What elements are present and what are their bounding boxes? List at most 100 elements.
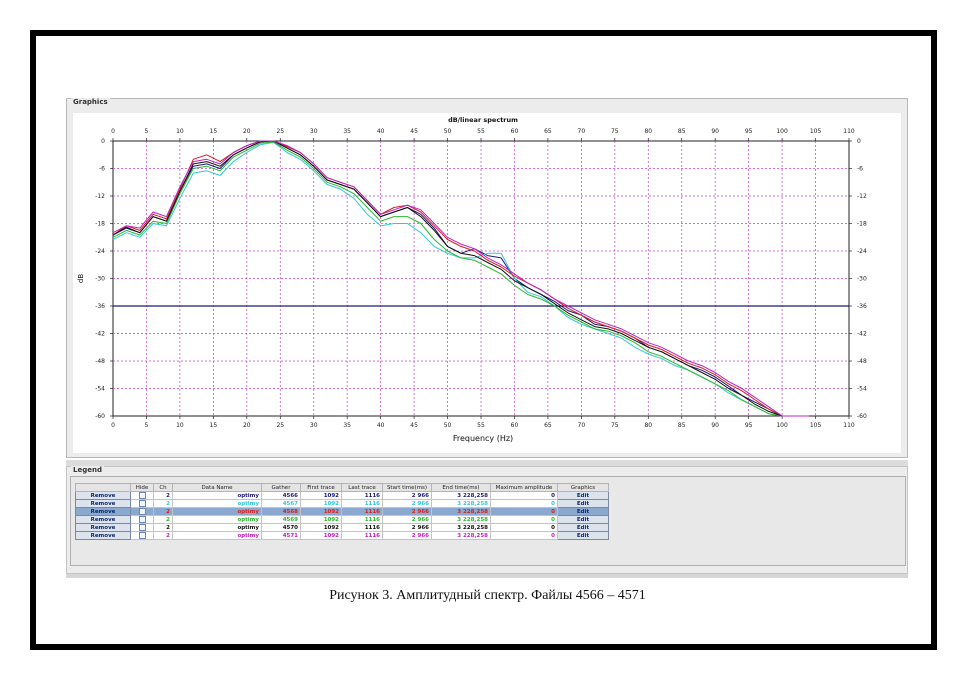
x-tick-label: 25 — [276, 422, 284, 429]
last-trace-cell: 1116 — [341, 523, 383, 532]
max-amplitude-cell: 0 — [490, 507, 558, 516]
x-tick-label: 35 — [343, 422, 351, 429]
edit-button[interactable]: Edit — [557, 507, 609, 516]
data-name-cell: optimy — [172, 523, 262, 532]
edit-button[interactable]: Edit — [557, 523, 609, 532]
x-tick-label-top: 25 — [276, 128, 284, 135]
hide-checkbox-cell[interactable] — [130, 491, 154, 500]
edit-button[interactable]: Edit — [557, 491, 609, 500]
edit-button[interactable]: Edit — [557, 499, 609, 508]
first-trace-cell: 1092 — [300, 531, 342, 540]
series-line-4568 — [112, 140, 809, 417]
x-tick-label: 65 — [544, 422, 552, 429]
edit-button[interactable]: Edit — [557, 531, 609, 540]
remove-button[interactable]: Remove — [75, 499, 131, 508]
x-tick-label: 20 — [243, 422, 251, 429]
legend-row[interactable]: Remove 2 optimy 4571 1092 1116 2 966 3 228,258 0… — [75, 531, 609, 540]
series-line-4570 — [112, 140, 809, 417]
x-tick-label: 70 — [578, 422, 586, 429]
legend-box: Hide Ch Data Name Gather First trace Last tra… — [70, 476, 906, 566]
gather-cell: 4566 — [261, 491, 301, 500]
x-tick-label-top: 35 — [343, 128, 351, 135]
data-name-cell: optimy — [172, 499, 262, 508]
remove-button[interactable]: Remove — [75, 491, 131, 500]
x-tick-label: 55 — [477, 422, 485, 429]
start-time-cell: 2 966 — [382, 499, 432, 508]
hide-checkbox-cell[interactable] — [130, 507, 154, 516]
end-time-cell: 3 228,258 — [431, 515, 491, 524]
gather-cell: 4567 — [261, 499, 301, 508]
hide-checkbox[interactable] — [138, 500, 146, 507]
legend-col-header: Maximum amplitude — [490, 483, 558, 492]
panel-splitter[interactable] — [66, 460, 908, 466]
graphics-panel: Graphics 0 0 5 5 10 10 15 15 20 20 25 25 30 30 35 35 40 4… — [66, 98, 908, 458]
last-trace-cell: 1116 — [341, 499, 383, 508]
start-time-cell: 2 966 — [382, 531, 432, 540]
legend-col-header: Data Name — [172, 483, 262, 492]
y-tick-label: 0 — [101, 138, 105, 145]
legend-row[interactable]: Remove 2 optimy 4568 1092 1116 2 966 3 228,258 0… — [75, 507, 609, 516]
legend-row[interactable]: Remove 2 optimy 4570 1092 1116 2 966 3 228,258 0… — [75, 523, 609, 532]
hide-checkbox-cell[interactable] — [130, 531, 154, 540]
hide-checkbox[interactable] — [138, 508, 146, 515]
remove-button[interactable]: Remove — [75, 507, 131, 516]
gather-cell: 4570 — [261, 523, 301, 532]
hide-checkbox[interactable] — [138, 532, 146, 539]
hide-checkbox[interactable] — [138, 524, 146, 531]
series-line-4571 — [112, 140, 809, 417]
x-tick-label-top: 95 — [745, 128, 753, 135]
x-tick-label-top: 50 — [444, 128, 452, 135]
max-amplitude-cell: 0 — [490, 515, 558, 524]
x-tick-label: 0 — [111, 422, 115, 429]
gather-cell: 4569 — [261, 515, 301, 524]
legend-col-header: Gather — [261, 483, 301, 492]
hide-checkbox[interactable] — [138, 516, 146, 523]
legend-table: Hide Ch Data Name Gather First trace Last tra… — [75, 483, 609, 540]
hide-checkbox-cell[interactable] — [130, 499, 154, 508]
x-tick-label: 80 — [644, 422, 652, 429]
series-line-4569 — [112, 141, 809, 417]
legend-row[interactable]: Remove 2 optimy 4567 1092 1116 2 966 3 228,258 0… — [75, 499, 609, 508]
x-tick-label: 10 — [176, 422, 184, 429]
figure-caption: Рисунок 3. Амплитудный спектр. Файлы 456… — [329, 588, 646, 603]
legend-row[interactable]: Remove 2 optimy 4566 1092 1116 2 966 3 228,258 0… — [75, 491, 609, 500]
x-tick-label-top: 20 — [243, 128, 251, 135]
hide-checkbox-cell[interactable] — [130, 523, 154, 532]
legend-panel: Legend Hide Ch Data Name Gather First trace L… — [66, 466, 908, 574]
x-tick-label: 5 — [145, 422, 149, 429]
channel-cell: 2 — [153, 507, 173, 516]
edit-button[interactable]: Edit — [557, 515, 609, 524]
remove-button[interactable]: Remove — [75, 523, 131, 532]
first-trace-cell: 1092 — [300, 523, 342, 532]
legend-header-row: Hide Ch Data Name Gather First trace Last tra… — [75, 483, 609, 492]
legend-panel-title: Legend — [71, 466, 104, 474]
chart-area: 0 0 5 5 10 10 15 15 20 20 25 25 30 30 35 35 40 40 45 45 50 50… — [73, 113, 901, 453]
max-amplitude-cell: 0 — [490, 523, 558, 532]
x-tick-label-top: 10 — [176, 128, 184, 135]
x-tick-label-top: 110 — [843, 128, 855, 135]
x-tick-label: 75 — [611, 422, 619, 429]
start-time-cell: 2 966 — [382, 507, 432, 516]
chart-title: dB/linear spectrum — [448, 116, 518, 124]
max-amplitude-cell: 0 — [490, 491, 558, 500]
x-tick-label-top: 85 — [678, 128, 686, 135]
x-tick-label-top: 90 — [711, 128, 719, 135]
max-amplitude-cell: 0 — [490, 499, 558, 508]
legend-col-header: Graphics — [557, 483, 609, 492]
first-trace-cell: 1092 — [300, 499, 342, 508]
hide-checkbox-cell[interactable] — [130, 515, 154, 524]
x-tick-label-top: 60 — [511, 128, 519, 135]
channel-cell: 2 — [153, 491, 173, 500]
gather-cell: 4568 — [261, 507, 301, 516]
remove-button[interactable]: Remove — [75, 515, 131, 524]
data-name-cell: optimy — [172, 491, 262, 500]
first-trace-cell: 1092 — [300, 515, 342, 524]
hide-checkbox[interactable] — [138, 492, 146, 499]
x-tick-label-top: 55 — [477, 128, 485, 135]
legend-row[interactable]: Remove 2 optimy 4569 1092 1116 2 966 3 228,258 0… — [75, 515, 609, 524]
data-name-cell: optimy — [172, 507, 262, 516]
x-tick-label: 100 — [776, 422, 788, 429]
first-trace-cell: 1092 — [300, 491, 342, 500]
x-tick-label-top: 75 — [611, 128, 619, 135]
remove-button[interactable]: Remove — [75, 531, 131, 540]
